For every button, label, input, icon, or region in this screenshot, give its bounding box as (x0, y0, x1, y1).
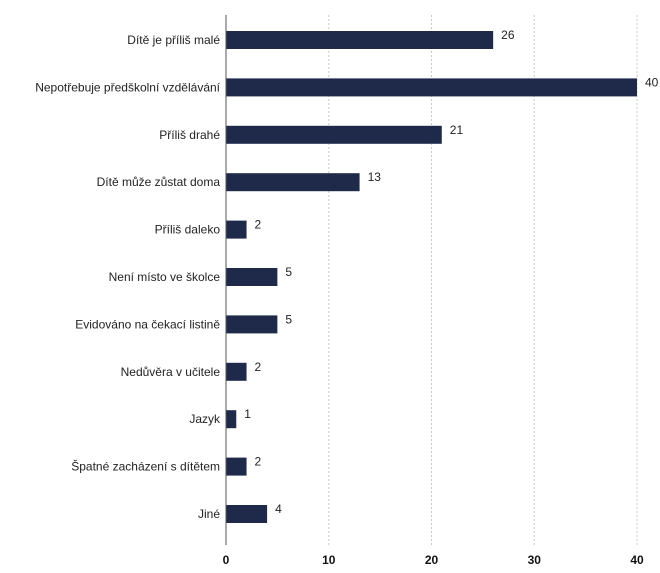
value-label: 40 (645, 75, 659, 89)
bar (226, 220, 247, 239)
x-tick-label: 30 (528, 553, 542, 567)
value-label: 2 (255, 360, 262, 374)
bar-layer (226, 31, 637, 523)
category-label: Špatné zacházení s dítětem (71, 459, 220, 474)
bar (226, 31, 494, 49)
bar (226, 505, 268, 523)
x-tick-label: 0 (223, 553, 230, 567)
value-label: 5 (285, 312, 292, 326)
value-label: 26 (501, 28, 515, 42)
tick-layer: 0 10 20 30 40 (223, 553, 644, 567)
category-label: Evidováno na čekací listině (75, 317, 220, 331)
category-label: Nepotřebuje předškolní vzdělávání (35, 80, 220, 94)
x-tick-label: 10 (322, 553, 336, 567)
bar (226, 315, 278, 334)
x-tick-label: 40 (630, 553, 644, 567)
category-label: Nedůvěra v učitele (121, 365, 221, 379)
category-label: Dítě může zůstat doma (97, 175, 221, 189)
value-label: 5 (285, 265, 292, 279)
value-label: 2 (255, 455, 262, 469)
category-label: Není místo ve školce (109, 270, 221, 284)
category-label: Příliš drahé (159, 128, 220, 142)
x-tick-label: 20 (425, 553, 439, 567)
bar (226, 125, 442, 144)
bar (226, 457, 247, 476)
category-label: Dítě je příliš malé (127, 33, 220, 47)
bar (226, 173, 360, 192)
value-label: 13 (368, 170, 382, 184)
bar (226, 362, 247, 381)
bar (226, 410, 237, 429)
category-label: Příliš daleko (155, 223, 221, 237)
category-label: Jazyk (189, 412, 221, 426)
value-label: 21 (450, 123, 464, 137)
value-label: 1 (244, 407, 251, 421)
bar (226, 78, 637, 97)
grid-layer (328, 15, 638, 545)
value-label: 4 (275, 502, 282, 516)
value-label: 2 (255, 218, 262, 232)
label-layer: Dítě je příliš malé 26 Nepotřebuje předško… (35, 28, 658, 521)
category-label: Jiné (198, 507, 220, 521)
bar (226, 268, 278, 286)
